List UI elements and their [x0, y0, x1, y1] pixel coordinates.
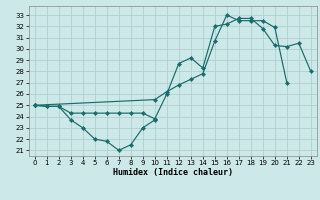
X-axis label: Humidex (Indice chaleur): Humidex (Indice chaleur): [113, 168, 233, 177]
